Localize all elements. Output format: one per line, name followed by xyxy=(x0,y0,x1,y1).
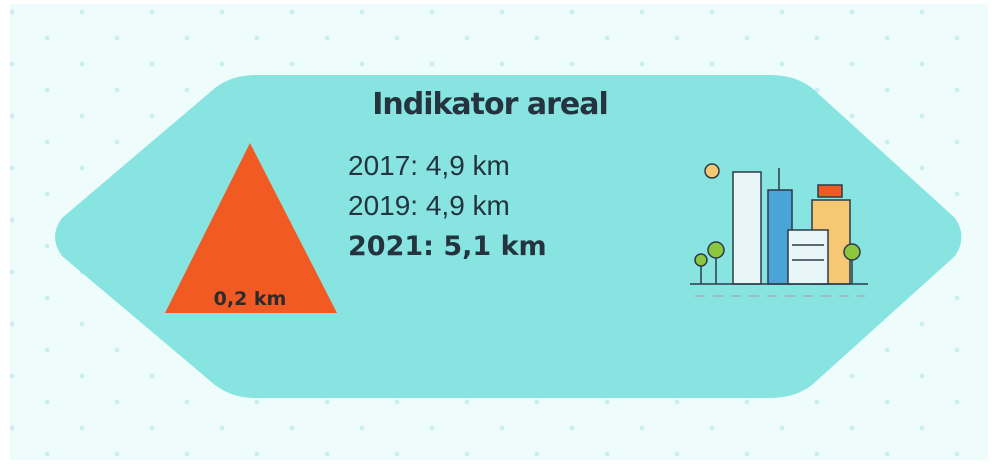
entry: 2021: 5,1 km xyxy=(348,231,547,262)
entry: 2019: 4,9 km xyxy=(348,190,510,221)
title: Indikator areal xyxy=(372,87,608,122)
infographic: 0,2 km Indikator areal 2017: 4,9 km 2019… xyxy=(0,0,992,464)
entry: 2017: 4,9 km xyxy=(348,150,510,181)
change-label: 0,2 km xyxy=(214,288,287,310)
page: 0,2 km Indikator areal 2017: 4,9 km 2019… xyxy=(0,0,992,464)
